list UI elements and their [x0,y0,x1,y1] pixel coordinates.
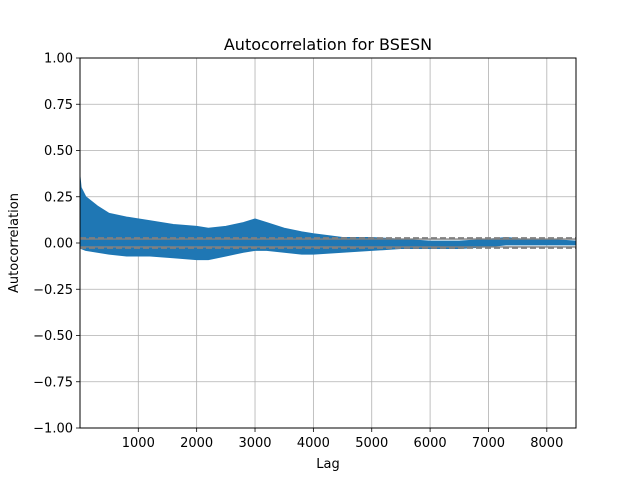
y-tick-label: −0.75 [33,375,73,390]
y-tick-label: 0.25 [44,190,73,205]
x-axis: 1000 2000 3000 4000 5000 6000 7000 8000 [122,428,563,451]
y-axis-label: Autocorrelation [7,193,22,293]
x-axis-label: Lag [316,457,339,472]
x-tick-label: 2000 [180,436,213,451]
y-tick-label: −0.50 [33,329,73,344]
confidence-bands [80,237,576,249]
y-tick-label: 0.50 [44,144,73,159]
x-tick-label: 3000 [238,436,271,451]
x-tick-label: 1000 [122,436,155,451]
x-tick-label: 5000 [355,436,388,451]
y-tick-label: 1.00 [44,52,73,67]
chart-title: Autocorrelation for BSESN [224,35,432,54]
x-tick-label: 4000 [297,436,330,451]
y-tick-label: −0.25 [33,283,73,298]
y-tick-label: 0.75 [44,98,73,113]
y-tick-label: 0.00 [44,237,73,252]
x-tick-label: 8000 [530,436,563,451]
y-tick-label: −1.00 [33,422,73,437]
x-tick-label: 6000 [414,436,447,451]
x-tick-label: 7000 [472,436,505,451]
y-axis: −1.00 −0.75 −0.50 −0.25 0.00 0.25 0.50 0.75 1.00 [33,52,80,437]
